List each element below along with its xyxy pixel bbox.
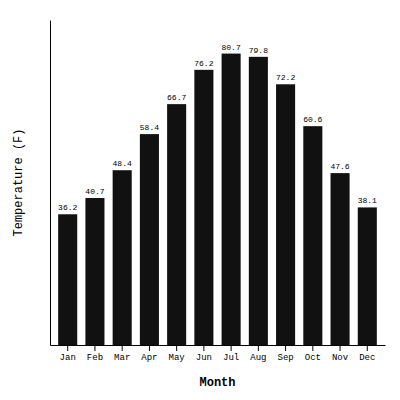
data-label: 48.4 [113, 159, 132, 168]
x-tick-label: Nov [332, 353, 349, 363]
x-tick-label: Jan [60, 353, 76, 363]
x-tick: May [169, 345, 186, 363]
x-tick: Apr [141, 345, 157, 363]
x-tick: Jun [196, 345, 212, 363]
bars [58, 54, 377, 345]
x-tick-label: Sep [277, 353, 293, 363]
data-label: 79.8 [249, 46, 268, 55]
data-label: 38.1 [358, 196, 377, 205]
data-label: 66.7 [167, 93, 186, 102]
x-tick-mark [122, 345, 123, 351]
x-tick-label: Jul [223, 353, 239, 363]
x-tick-label: Mar [114, 353, 130, 363]
x-tick-label: Apr [141, 353, 157, 363]
x-tick-label: Dec [359, 353, 375, 363]
bar [276, 84, 295, 345]
x-tick-mark [149, 345, 150, 351]
x-tick-label: Feb [87, 353, 103, 363]
chart: 36.2 40.7 48.4 58.4 66.7 76.2 80.7 79.8 72.2 60.6… [0, 0, 400, 400]
x-tick-mark [340, 345, 341, 351]
x-tick-mark [67, 345, 68, 351]
data-label: 47.6 [330, 162, 349, 171]
bar [140, 134, 159, 345]
data-labels: 36.2 40.7 48.4 58.4 66.7 76.2 80.7 79.8 72.2 60.6… [58, 43, 377, 213]
bar [85, 198, 104, 345]
x-tick-mark [231, 345, 232, 351]
bar [303, 126, 322, 345]
x-tick-mark [312, 345, 313, 351]
x-tick-mark [258, 345, 259, 351]
x-tick-mark [94, 345, 95, 351]
y-axis [50, 21, 51, 346]
x-tick-label: Oct [305, 353, 321, 363]
bar [331, 173, 350, 345]
bar [222, 54, 241, 345]
data-label: 36.2 [58, 203, 77, 212]
x-tick: Oct [305, 345, 321, 363]
x-tick: Dec [359, 345, 375, 363]
data-label: 40.7 [85, 187, 104, 196]
bar [358, 207, 377, 345]
data-label: 72.2 [276, 73, 295, 82]
x-tick-label: May [169, 353, 186, 363]
x-tick-mark [176, 345, 177, 351]
bar [113, 170, 132, 345]
data-label: 58.4 [140, 123, 159, 132]
data-label: 80.7 [222, 43, 241, 52]
x-tick: Aug [250, 345, 266, 363]
x-axis-title: Month [199, 376, 235, 390]
x-tick-mark [367, 345, 368, 351]
x-tick: Nov [332, 345, 349, 363]
y-axis-line [50, 21, 51, 346]
x-tick: Mar [114, 345, 130, 363]
bar [194, 70, 213, 345]
plot-area: 36.2 40.7 48.4 58.4 66.7 76.2 80.7 79.8 72.2 60.6… [51, 21, 386, 364]
data-label: 60.6 [303, 115, 322, 124]
y-axis-title: Temperature (F) [12, 128, 26, 236]
x-axis: Jan Feb Mar Apr May Jun Jul Aug Sep Oct Nov Dec [51, 345, 386, 363]
bar [58, 214, 77, 345]
x-tick: Jul [223, 345, 239, 363]
bar [167, 104, 186, 345]
x-tick-mark [285, 345, 286, 351]
x-tick-label: Jun [196, 353, 212, 363]
data-label: 76.2 [194, 59, 213, 68]
x-tick-mark [203, 345, 204, 351]
x-tick: Feb [87, 345, 103, 363]
bar [249, 57, 268, 345]
x-axis-line [51, 345, 386, 346]
x-tick-label: Aug [250, 353, 266, 363]
x-tick: Jan [60, 345, 76, 363]
x-tick: Sep [277, 345, 293, 363]
